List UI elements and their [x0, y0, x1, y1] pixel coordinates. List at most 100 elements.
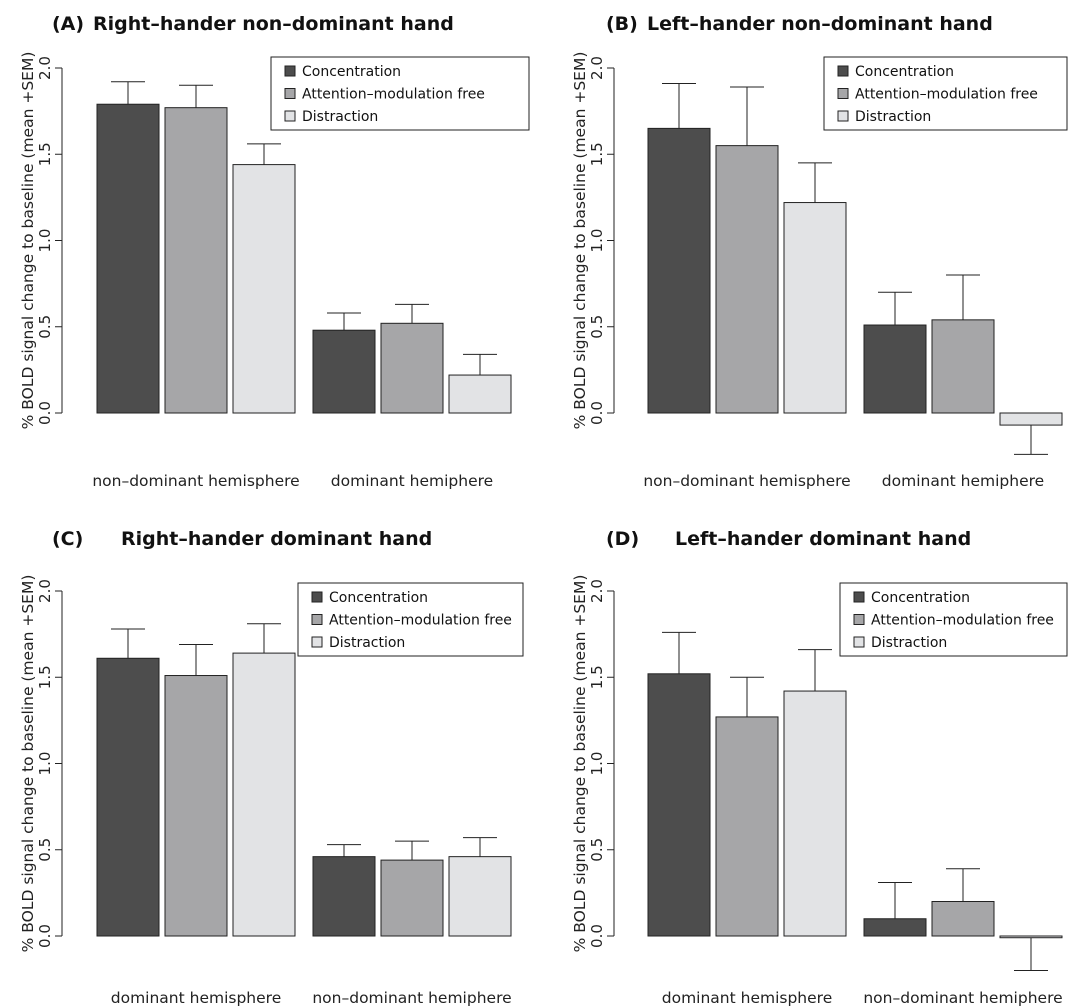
y-tick-label: 2.0 — [36, 56, 54, 80]
legend-entry: Attention–modulation free — [855, 87, 1038, 103]
panel-label: (D) — [606, 528, 639, 550]
chart-panel-c: (C) Right–hander dominant hand 0.0 0.5 1.0 1.… — [19, 528, 524, 1007]
bar-attention-1 — [164, 675, 228, 937]
chart-title: (B) Left–hander non–dominant hand — [606, 13, 993, 35]
legend-box — [270, 56, 530, 131]
legend-swatch — [837, 65, 849, 77]
category-label: non–dominant hemiphere — [312, 989, 511, 1007]
y-tick-label: 2.0 — [588, 579, 606, 603]
legend-entry: Concentration — [855, 64, 954, 80]
bar-distraction-2 — [999, 412, 1063, 426]
legend-box — [297, 582, 524, 657]
chart-title: (D) Left–hander dominant hand — [606, 528, 971, 550]
y-tick-label: 1.5 — [36, 665, 54, 689]
bar-concentration-2 — [863, 918, 927, 937]
panel-title: Right–hander non–dominant hand — [93, 13, 454, 35]
bar-attention-1 — [715, 145, 779, 414]
legend: Concentration Attention–modulation free Di… — [823, 56, 1068, 131]
y-tick-label: 0.0 — [36, 924, 54, 948]
bar-attention-2 — [380, 322, 444, 414]
y-tick-label: 2.0 — [36, 579, 54, 603]
y-tick-label: 1.0 — [588, 752, 606, 776]
bar-concentration-1 — [96, 657, 160, 937]
legend-entry: Concentration — [302, 64, 401, 80]
bar-distraction-1 — [232, 164, 296, 414]
y-tick-label: 0.0 — [588, 924, 606, 948]
legend: Concentration Attention–modulation free Di… — [839, 582, 1068, 657]
legend-swatch — [284, 65, 296, 77]
legend-entry: Distraction — [329, 635, 405, 651]
y-tick-label: 0.0 — [36, 401, 54, 425]
y-tick-label: 1.5 — [588, 665, 606, 689]
y-tick-label: 1.0 — [36, 229, 54, 253]
chart-panel-b: (B) Left–hander non–dominant hand 0.0 0.5 1.… — [571, 13, 1068, 490]
category-label: non–dominant hemiphere — [863, 989, 1062, 1007]
legend-entry: Attention–modulation free — [329, 613, 512, 629]
bar-concentration-1 — [647, 673, 711, 937]
bar-concentration-2 — [312, 329, 376, 414]
bar-attention-2 — [931, 901, 995, 937]
y-axis-label: % BOLD signal change to baseline (mean +… — [571, 52, 589, 430]
legend: Concentration Attention–modulation free Di… — [297, 582, 524, 657]
bar-distraction-2 — [448, 374, 512, 414]
category-label: dominant hemisphere — [111, 989, 282, 1007]
bar-concentration-2 — [863, 324, 927, 414]
y-axis-label: % BOLD signal change to baseline (mean +… — [19, 575, 37, 953]
legend-box — [839, 582, 1068, 657]
y-tick-label: 0.5 — [588, 838, 606, 862]
legend-entry: Distraction — [871, 635, 947, 651]
panel-title: Right–hander dominant hand — [121, 528, 432, 550]
panel-label: (B) — [606, 13, 638, 35]
y-tick-label: 1.5 — [36, 142, 54, 166]
bar-attention-2 — [380, 859, 444, 937]
bar-attention-1 — [164, 107, 228, 414]
bar-distraction-2 — [448, 856, 512, 937]
bar-distraction-1 — [232, 652, 296, 937]
legend-entry: Concentration — [871, 590, 970, 606]
category-label: dominant hemisphere — [662, 989, 833, 1007]
y-tick-label: 0.0 — [588, 401, 606, 425]
bar-distraction-1 — [783, 690, 847, 937]
legend-swatch — [853, 591, 865, 603]
legend-swatch — [284, 88, 296, 99]
bar-concentration-1 — [647, 127, 711, 414]
chart-title: (C) Right–hander dominant hand — [52, 528, 432, 550]
y-axis-label: % BOLD signal change to baseline (mean +… — [571, 575, 589, 953]
legend-swatch — [311, 636, 323, 648]
legend-swatch — [311, 614, 323, 625]
legend-entry: Concentration — [329, 590, 428, 606]
legend: Concentration Attention–modulation free Di… — [270, 56, 530, 131]
bar-concentration-1 — [96, 103, 160, 414]
y-tick-label: 1.0 — [36, 752, 54, 776]
panel-label: (C) — [52, 528, 83, 550]
y-tick-label: 1.0 — [588, 229, 606, 253]
y-tick-label: 0.5 — [36, 838, 54, 862]
y-axis-label: % BOLD signal change to baseline (mean +… — [19, 52, 37, 430]
bar-concentration-2 — [312, 856, 376, 937]
y-tick-label: 0.5 — [588, 315, 606, 339]
legend-entry: Distraction — [302, 109, 378, 125]
legend-swatch — [837, 110, 849, 122]
legend-swatch — [837, 88, 849, 99]
category-label: dominant hemiphere — [882, 472, 1044, 490]
category-label: non–dominant hemisphere — [643, 472, 850, 490]
y-tick-label: 2.0 — [588, 56, 606, 80]
category-label: dominant hemiphere — [331, 472, 493, 490]
y-tick-label: 1.5 — [588, 142, 606, 166]
chart-panel-d: (D) Left–hander dominant hand 0.0 0.5 1.0 1.5… — [571, 528, 1068, 1007]
y-tick-label: 0.5 — [36, 315, 54, 339]
bar-distraction-1 — [783, 202, 847, 414]
chart-panel-a: (A) Right–hander non–dominant hand 0.0 0.5 1… — [19, 13, 530, 490]
category-label: non–dominant hemisphere — [92, 472, 299, 490]
legend-swatch — [853, 614, 865, 625]
legend-entry: Attention–modulation free — [302, 87, 485, 103]
legend-swatch — [311, 591, 323, 603]
bar-distraction-2 — [999, 935, 1063, 939]
bar-attention-1 — [715, 716, 779, 937]
legend-entry: Attention–modulation free — [871, 613, 1054, 629]
panel-label: (A) — [52, 13, 84, 35]
chart-title: (A) Right–hander non–dominant hand — [52, 13, 454, 35]
legend-swatch — [284, 110, 296, 122]
legend-entry: Distraction — [855, 109, 931, 125]
